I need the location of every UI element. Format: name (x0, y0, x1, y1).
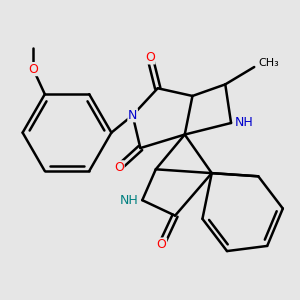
Text: O: O (28, 63, 38, 76)
Text: O: O (157, 238, 166, 251)
Text: NH: NH (235, 116, 254, 130)
Text: N: N (128, 109, 137, 122)
Text: O: O (145, 51, 155, 64)
Text: NH: NH (120, 194, 138, 207)
Text: O: O (114, 161, 124, 174)
Text: CH₃: CH₃ (258, 58, 279, 68)
